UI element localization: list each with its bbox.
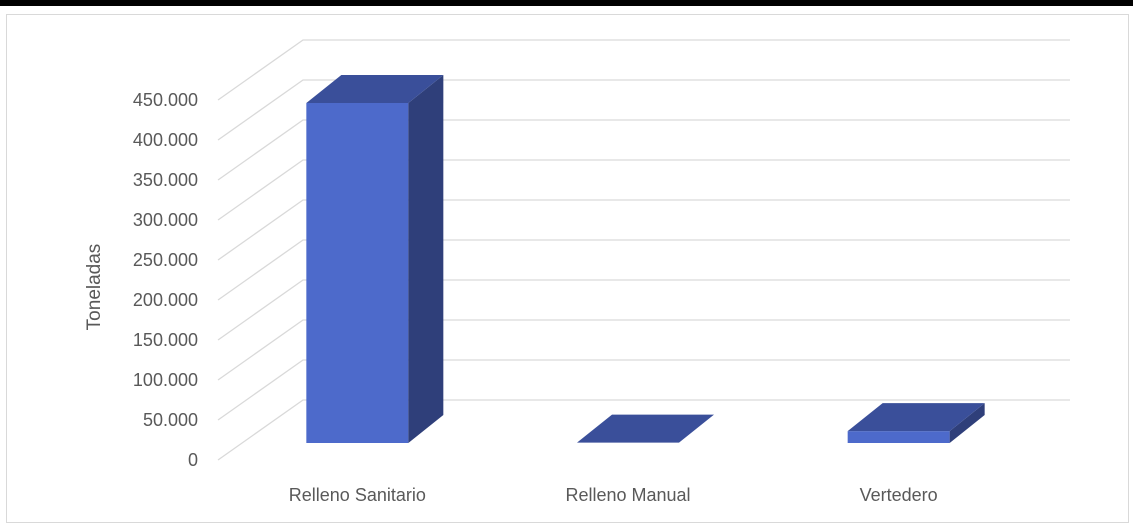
y-tick-label: 150.000 xyxy=(133,330,198,350)
gridline xyxy=(217,359,1070,421)
bar-top xyxy=(847,403,985,432)
y-tick-label: 300.000 xyxy=(133,210,198,230)
gridline xyxy=(217,399,1070,461)
gridlines xyxy=(217,39,1070,461)
y-axis-ticks: 0 50.000 100.000 150.000 200.000 250.000 300.0… xyxy=(133,90,198,470)
bar-side xyxy=(949,403,985,443)
bar xyxy=(577,414,714,443)
y-tick-label: 100.000 xyxy=(133,370,198,390)
y-tick-label: 50.000 xyxy=(143,410,198,430)
bar-top xyxy=(306,75,444,103)
bar xyxy=(847,403,985,443)
gridline xyxy=(217,199,1070,261)
gridline xyxy=(217,39,1070,101)
gridline xyxy=(217,239,1070,301)
y-axis-title: Toneladas xyxy=(84,244,105,331)
gridline xyxy=(217,79,1070,141)
top-edge xyxy=(0,0,1133,6)
gridline xyxy=(217,119,1070,181)
bar-top xyxy=(577,414,714,443)
y-tick-label: 450.000 xyxy=(133,90,198,110)
x-category-label: Relleno Sanitario xyxy=(289,485,426,505)
y-tick-label: 400.000 xyxy=(133,130,198,150)
y-tick-label: 250.000 xyxy=(133,250,198,270)
bar-side xyxy=(408,75,444,443)
bars xyxy=(306,75,985,443)
gridline xyxy=(217,319,1070,381)
gridline xyxy=(217,279,1070,341)
x-axis-categories: Relleno Sanitario Relleno Manual Vertedero xyxy=(289,485,938,505)
x-category-label: Vertedero xyxy=(860,485,938,505)
y-tick-label: 200.000 xyxy=(133,290,198,310)
bar xyxy=(306,75,444,443)
bar-front xyxy=(306,103,409,443)
x-category-label: Relleno Manual xyxy=(565,485,690,505)
bar-front xyxy=(847,431,950,443)
y-tick-label: 350.000 xyxy=(133,170,198,190)
y-tick-label: 0 xyxy=(188,450,198,470)
gridline xyxy=(217,159,1070,221)
